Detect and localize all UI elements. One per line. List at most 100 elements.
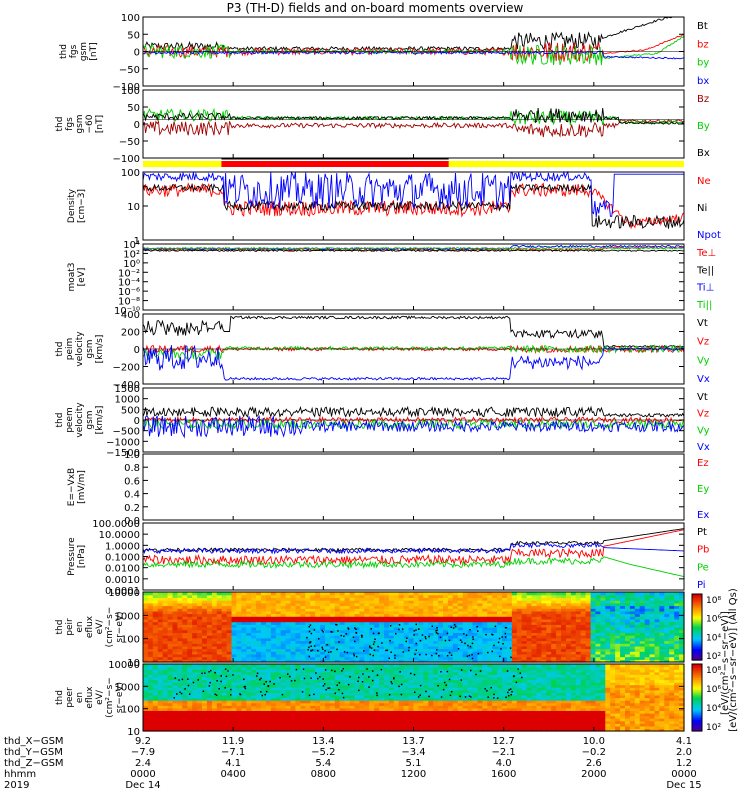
spectrogram-cell bbox=[467, 645, 474, 650]
spectrogram-cell bbox=[369, 610, 375, 615]
spectrogram-cell bbox=[679, 640, 685, 644]
spectrogram-cell bbox=[388, 664, 395, 668]
y-axis-label-line: en bbox=[75, 621, 85, 632]
spectrogram-cell bbox=[315, 687, 321, 691]
spectrogram-cell bbox=[433, 637, 439, 642]
spectrogram-cell bbox=[575, 629, 582, 633]
spectrogram-cell bbox=[511, 640, 518, 644]
spectrogram-cell bbox=[216, 702, 223, 706]
spectrogram-cell bbox=[241, 692, 247, 696]
spectrogram-cell bbox=[408, 715, 415, 719]
spectrogram-cell bbox=[172, 728, 178, 732]
spectrogram-cell bbox=[300, 637, 306, 642]
spectrogram-cell bbox=[211, 613, 218, 617]
spectrogram-cell bbox=[280, 710, 287, 714]
spectrogram-cell bbox=[620, 635, 626, 639]
spectrogram-cell bbox=[418, 664, 424, 668]
spectrogram-cell bbox=[393, 653, 400, 658]
spectrogram-cell bbox=[290, 707, 296, 711]
spectrogram-cell bbox=[334, 594, 341, 598]
spectrogram-cell bbox=[600, 597, 606, 601]
spectrogram-cell bbox=[270, 676, 277, 681]
spectrogram-cell bbox=[443, 594, 449, 598]
spectrogram-dropout bbox=[313, 645, 316, 647]
spectrogram-cell bbox=[600, 600, 606, 604]
legend-entry: Ti⊥ bbox=[696, 283, 714, 294]
spectrogram-cell bbox=[231, 616, 237, 620]
spectrogram-cell bbox=[285, 613, 292, 617]
spectrogram-cell bbox=[256, 715, 262, 719]
spectrogram-cell bbox=[649, 624, 656, 628]
spectrogram-cell bbox=[487, 608, 493, 612]
spectrogram-cell bbox=[270, 616, 277, 620]
spectrogram-cell bbox=[403, 720, 410, 724]
spectrogram-cell bbox=[447, 629, 454, 633]
spectrogram-cell bbox=[447, 605, 454, 609]
spectrogram-cell bbox=[590, 600, 597, 604]
spectrogram-cell bbox=[541, 616, 547, 620]
spectrogram-cell bbox=[379, 679, 385, 683]
spectrogram-cell bbox=[295, 621, 301, 625]
spectrogram-cell bbox=[221, 610, 228, 615]
spectrogram-cell bbox=[649, 648, 656, 652]
spectrogram-cell bbox=[418, 720, 424, 724]
spectrogram-cell bbox=[315, 643, 321, 647]
spectrogram-cell bbox=[197, 610, 203, 615]
spectrogram-cell bbox=[344, 702, 351, 706]
spectrogram-cell bbox=[177, 653, 183, 658]
spectrogram-cell bbox=[561, 594, 567, 598]
spectrogram-cell bbox=[236, 692, 242, 696]
spectrogram-cell bbox=[295, 605, 301, 609]
spectrogram-cell bbox=[418, 694, 424, 699]
spectrogram-cell bbox=[305, 632, 311, 636]
spectrogram-cell bbox=[462, 653, 469, 658]
spectrogram-cell bbox=[413, 710, 419, 714]
spectrogram-cell bbox=[325, 669, 331, 673]
spectrogram-cell bbox=[182, 659, 188, 663]
spectrogram-cell bbox=[310, 674, 316, 678]
spectrogram-cell bbox=[354, 624, 360, 628]
spectrogram-cell bbox=[216, 618, 223, 623]
spectrogram-cell bbox=[300, 720, 306, 724]
y-tick-label: 1000 bbox=[115, 611, 140, 622]
spectrogram-cell bbox=[428, 597, 434, 601]
spectrogram-cell bbox=[339, 651, 346, 655]
spectrogram-cell bbox=[325, 602, 331, 607]
spectrogram-cell bbox=[428, 710, 434, 714]
spectrogram-cell bbox=[349, 676, 356, 681]
spectrogram-cell bbox=[438, 613, 444, 617]
spectrogram-cell bbox=[526, 629, 533, 633]
spectrogram-cell bbox=[206, 610, 213, 615]
spectrogram-cell bbox=[403, 621, 410, 625]
spectrogram-cell bbox=[354, 643, 360, 647]
spectrogram-cell bbox=[182, 692, 188, 696]
y-axis-label-line: velocity bbox=[75, 331, 85, 367]
spectrogram-dropout bbox=[330, 651, 332, 653]
spectrogram-cell bbox=[315, 624, 321, 628]
spectrogram-cell bbox=[167, 651, 174, 655]
spectrogram-cell bbox=[433, 627, 439, 631]
spectrogram-cell bbox=[152, 702, 159, 706]
spectrogram-cell bbox=[423, 621, 429, 625]
spectrogram-cell bbox=[266, 643, 272, 647]
spectrogram-cell bbox=[329, 624, 336, 628]
spectrogram-cell bbox=[329, 713, 336, 717]
spectrogram-cell bbox=[246, 610, 252, 615]
spectrogram-cell bbox=[290, 674, 296, 678]
spectrogram-cell bbox=[620, 653, 626, 658]
spectrogram-dropout bbox=[500, 648, 502, 650]
spectrogram-cell bbox=[447, 600, 454, 604]
spectrogram-cell bbox=[211, 653, 218, 658]
spectrogram-cell bbox=[457, 629, 464, 633]
spectrogram-cell bbox=[669, 656, 675, 660]
spectrogram-cell bbox=[231, 725, 237, 729]
spectrogram-cell bbox=[452, 720, 459, 724]
spectrogram-cell bbox=[349, 653, 356, 658]
spectrogram-cell bbox=[477, 602, 483, 607]
spectrogram-cell bbox=[595, 600, 601, 604]
y-tick-label: −50 bbox=[119, 65, 140, 76]
spectrogram-cell bbox=[325, 618, 331, 623]
spectrogram-cell bbox=[310, 713, 316, 717]
spectrogram-cell bbox=[359, 640, 365, 644]
spectrogram-cell bbox=[502, 616, 508, 620]
